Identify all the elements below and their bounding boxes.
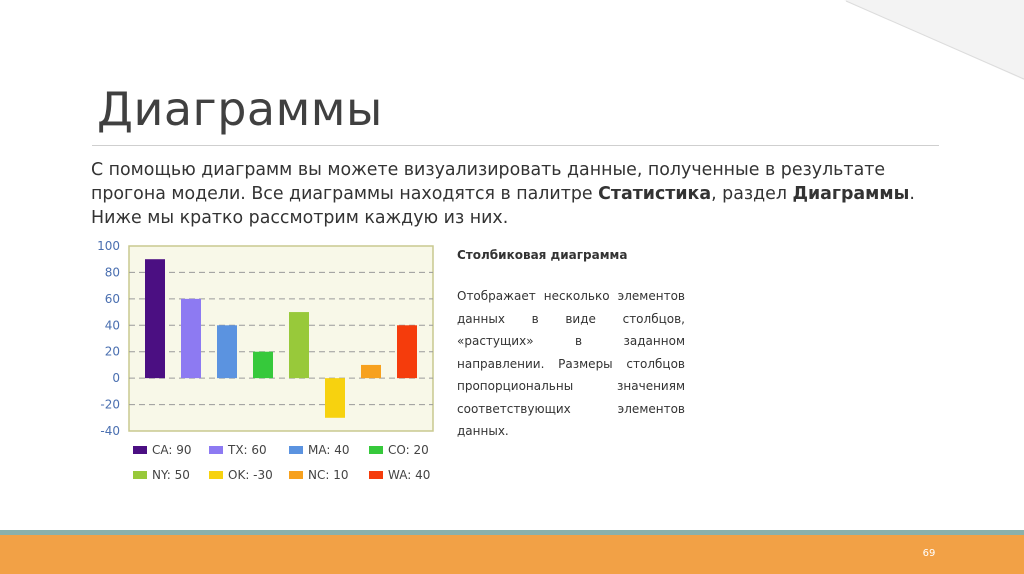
y-tick-label: 60: [105, 292, 120, 306]
intro-paragraph: С помощью диаграмм вы можете визуализиро…: [91, 158, 951, 230]
legend-item: NY: 50: [133, 468, 209, 482]
legend-swatch: [289, 471, 303, 479]
chart-legend: CA: 90 TX: 60 MA: 40 CO: 20 NY: 50 OK: -30 NC:…: [133, 443, 453, 482]
legend-swatch: [209, 471, 223, 479]
title-divider: [92, 145, 939, 146]
legend-label: CA: 90: [152, 443, 192, 457]
description-title: Столбиковая диаграмма: [457, 248, 628, 262]
legend-label: TX: 60: [228, 443, 267, 457]
legend-swatch: [209, 446, 223, 454]
legend-item: NC: 10: [289, 468, 369, 482]
y-tick-label: -40: [100, 424, 120, 436]
legend-label: CO: 20: [388, 443, 429, 457]
y-tick-label: 40: [105, 318, 120, 332]
intro-text-3: . Ниже мы кратко рассмотрим каждую из ни…: [91, 184, 915, 228]
description-text: Отображает несколько элементов данных в …: [457, 289, 685, 438]
legend-label: NY: 50: [152, 468, 190, 482]
bar-ny: [289, 312, 309, 379]
legend-item: WA: 40: [369, 468, 449, 482]
bar-ok: [325, 378, 345, 418]
bottom-bar: [0, 535, 1024, 574]
bar-wa: [397, 325, 417, 379]
legend-label: NC: 10: [308, 468, 349, 482]
intro-text-2: , раздел: [711, 184, 793, 204]
y-tick-label: 80: [105, 265, 120, 279]
legend-item: OK: -30: [209, 468, 289, 482]
legend-label: OK: -30: [228, 468, 273, 482]
legend-swatch: [133, 471, 147, 479]
plot-area: [128, 245, 434, 432]
bar-ma: [217, 325, 237, 379]
legend-swatch: [289, 446, 303, 454]
bar-tx: [181, 298, 201, 379]
slide-title: Диаграммы: [97, 82, 383, 136]
bar-chart: 100 80 60 40 20 0 -20 -40: [97, 239, 434, 436]
legend-label: MA: 40: [308, 443, 350, 457]
bar-ca: [145, 259, 165, 379]
y-tick-label: -20: [100, 398, 120, 412]
intro-bold-statistics: Статистика: [598, 184, 712, 204]
intro-text-1: С помощью диаграмм вы можете визуализиро…: [91, 160, 886, 204]
legend-swatch: [369, 446, 383, 454]
legend-swatch: [369, 471, 383, 479]
bottom-stripe: [0, 530, 1024, 535]
y-tick-label: 0: [112, 371, 120, 385]
legend-item: TX: 60: [209, 443, 289, 457]
y-tick-label: 20: [105, 345, 120, 359]
bar-nc: [361, 364, 381, 379]
legend-item: CO: 20: [369, 443, 449, 457]
intro-bold-charts: Диаграммы: [792, 184, 910, 204]
legend-label: WA: 40: [388, 468, 431, 482]
legend-swatch: [133, 446, 147, 454]
bar-co: [253, 351, 273, 379]
corner-decoration: [844, 0, 1024, 80]
y-tick-label: 100: [97, 239, 120, 253]
legend-item: MA: 40: [289, 443, 369, 457]
legend-item: CA: 90: [133, 443, 209, 457]
page-number: 69: [922, 548, 936, 559]
